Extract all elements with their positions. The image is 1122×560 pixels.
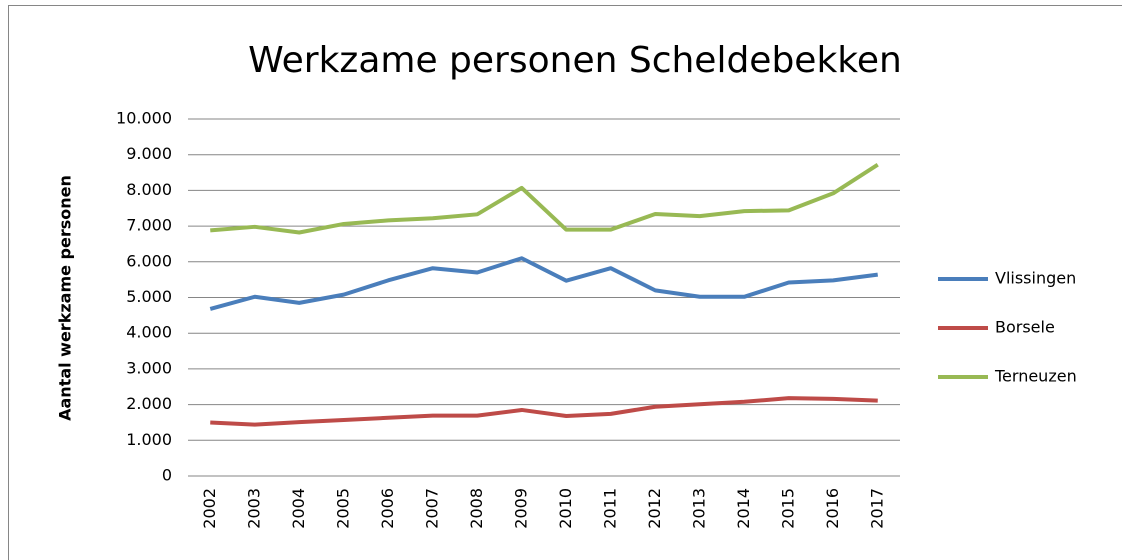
legend-label: Vlissingen xyxy=(995,269,1076,288)
y-tick-label: 2.000 xyxy=(126,394,172,413)
x-tick-label: 2005 xyxy=(333,488,352,529)
y-tick-label: 8.000 xyxy=(126,180,172,199)
x-tick-label: 2012 xyxy=(645,488,664,529)
y-tick-label: 9.000 xyxy=(126,144,172,163)
series-line xyxy=(209,256,879,311)
y-tick-label: 0 xyxy=(162,466,172,485)
x-tick-label: 2013 xyxy=(689,488,708,529)
x-tick-label: 2002 xyxy=(200,488,219,529)
legend-label: Borsele xyxy=(995,318,1055,337)
x-tick-label: 2008 xyxy=(467,488,486,529)
y-axis-label: Aantal werkzame personen xyxy=(56,175,75,421)
series-line xyxy=(210,396,878,427)
x-tick-label: 2017 xyxy=(867,488,886,529)
series-line xyxy=(210,163,879,235)
x-tick-label: 2011 xyxy=(600,488,619,529)
x-tick-label: 2007 xyxy=(422,488,441,529)
x-tick-label: 2006 xyxy=(378,488,397,529)
y-tick-label: 10.000 xyxy=(116,109,172,128)
legend-label: Terneuzen xyxy=(994,367,1077,386)
y-tick-label: 7.000 xyxy=(126,216,172,235)
chart-title: Werkzame personen Scheldebekken xyxy=(248,40,902,81)
x-tick-label: 2010 xyxy=(556,488,575,529)
x-tick-label: 2016 xyxy=(823,488,842,529)
x-tick-label: 2014 xyxy=(734,488,753,529)
y-tick-label: 1.000 xyxy=(126,430,172,449)
y-tick-label: 6.000 xyxy=(126,251,172,270)
x-tick-label: 2015 xyxy=(778,488,797,529)
chart-frame xyxy=(8,5,1122,560)
x-tick-label: 2003 xyxy=(244,488,263,529)
y-tick-label: 3.000 xyxy=(126,358,172,377)
y-tick-label: 5.000 xyxy=(126,287,172,306)
x-tick-label: 2004 xyxy=(289,488,308,529)
x-tick-label: 2009 xyxy=(511,488,530,529)
y-tick-label: 4.000 xyxy=(126,323,172,342)
